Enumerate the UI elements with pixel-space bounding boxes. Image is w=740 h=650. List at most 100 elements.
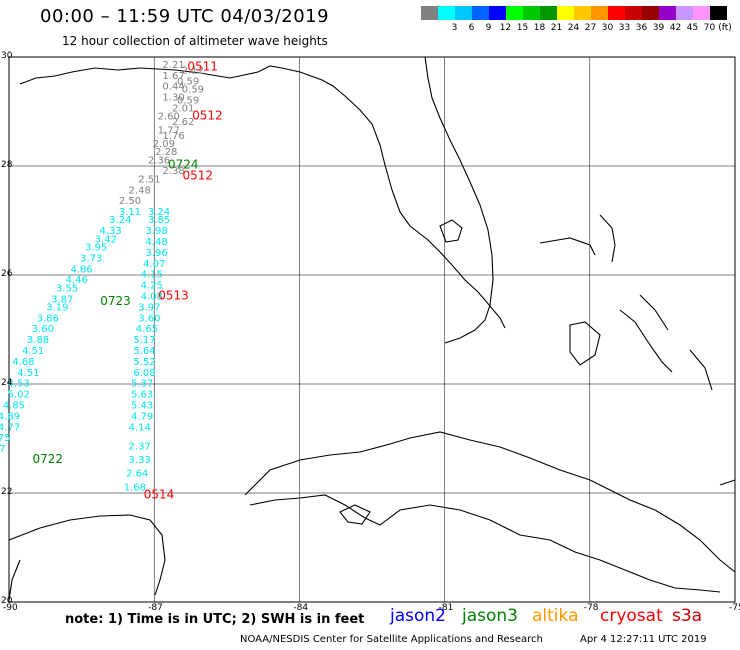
scale-swatch — [455, 6, 472, 20]
wave-height-value: 2.62 — [172, 117, 194, 128]
wave-height-value: 4.51 — [22, 346, 44, 357]
wave-height-value: 1.77 — [158, 125, 180, 136]
wave-height-value: 1.30 — [162, 93, 184, 104]
wave-height-value: 2.37 — [129, 441, 151, 452]
scale-swatch — [608, 6, 625, 20]
wave-height-value: 2.50 — [119, 196, 141, 207]
wave-height-value: 2.36 — [148, 155, 170, 166]
scale-label: 18 — [533, 23, 546, 33]
wave-height-value: 3.85 — [148, 215, 170, 226]
scale-label: 36 — [635, 23, 648, 33]
wave-height-value: 2.60 — [158, 112, 180, 123]
wave-height-value: 5.37 — [131, 379, 153, 390]
wave-height-value: 4.25 — [141, 281, 163, 292]
timestamp-text: Apr 4 12:27:11 UTC 2019 — [580, 634, 707, 645]
scale-swatch — [421, 6, 438, 20]
pass-time-label: 0722 — [32, 452, 63, 466]
wave-height-value: 5.02 — [8, 390, 30, 401]
wave-height-value: 4.65 — [136, 324, 158, 335]
wave-height-value: 0.59 — [182, 84, 204, 95]
scale-swatch — [540, 6, 557, 20]
wave-height-value: 5.63 — [131, 390, 153, 401]
scale-label: 42 — [669, 23, 682, 33]
wave-height-value: 2.64 — [126, 469, 148, 480]
wave-height-value: 4.75 — [0, 433, 10, 444]
scale-label: 15 — [516, 23, 529, 33]
scale-swatch — [676, 6, 693, 20]
wave-height-value: 4.77 — [0, 444, 6, 455]
scale-unit: (ft) — [718, 23, 732, 33]
wave-height-value: 4.51 — [17, 368, 39, 379]
pass-time-label: 0724 — [168, 158, 199, 172]
credit-text: NOAA/NESDIS Center for Satellite Applica… — [240, 634, 543, 645]
scale-swatch — [523, 6, 540, 20]
coast-cuba-north — [244, 431, 736, 573]
wave-height-value: 3.24 — [148, 207, 170, 218]
scale-swatch — [472, 6, 489, 20]
wave-height-value: 4.08 — [141, 292, 163, 303]
wave-height-value: 0.59 — [177, 76, 199, 87]
scale-swatch — [438, 6, 455, 20]
wave-height-value: 2.38 — [162, 166, 184, 177]
pass-time-label: 0514 — [144, 487, 175, 501]
wave-height-value: 3.97 — [138, 302, 160, 313]
wave-height-value: 1.76 — [162, 131, 184, 142]
wave-height-value: 5.17 — [133, 335, 155, 346]
lat-tick-label: 22 — [1, 487, 13, 497]
scale-swatch — [625, 6, 642, 20]
lat-tick-label: 26 — [1, 269, 13, 279]
wave-height-value: 2.48 — [129, 185, 151, 196]
scale-label: 12 — [499, 23, 512, 33]
lake-okeechobee — [439, 219, 463, 243]
coastlines — [8, 56, 736, 601]
legend-jason2: jason2 — [390, 606, 446, 626]
track-layer: 2.212.121.670.590.440.591.300.592.012.60… — [0, 60, 223, 502]
pass-time-label: 0723 — [100, 294, 131, 308]
wave-height-value: 3.33 — [129, 455, 151, 466]
wave-height-value: 4.14 — [129, 422, 151, 433]
lat-tick-label: 28 — [1, 160, 13, 170]
scale-swatch — [642, 6, 659, 20]
isla-juventud — [339, 504, 371, 525]
pass-time-label: 0513 — [158, 289, 189, 303]
wave-height-value: 0.44 — [162, 82, 184, 93]
wave-height-value: 4.46 — [66, 275, 88, 286]
wave-height-value: 2.51 — [138, 174, 160, 185]
bahamas-abaco — [599, 214, 616, 263]
wave-height-value: 3.55 — [56, 283, 78, 294]
lon-tick-label: -78 — [583, 603, 599, 613]
legend-altika: altika — [532, 606, 579, 626]
wave-height-value: 3.88 — [27, 335, 49, 346]
wave-height-value: 4.77 — [0, 422, 20, 433]
scale-label: 39 — [652, 23, 665, 33]
lon-tick-label: -87 — [148, 603, 163, 613]
pass-time-label: 0512 — [192, 109, 223, 123]
lon-tick-label: -81 — [438, 603, 454, 613]
coast-mexico-nw — [8, 559, 21, 601]
wave-height-value: 2.01 — [172, 104, 194, 115]
wave-height-value: 2.09 — [153, 139, 175, 150]
lat-tick-label: 30 — [1, 51, 13, 61]
wave-height-value: 2.21 — [162, 60, 184, 71]
wave-height-value: 3.87 — [51, 294, 73, 305]
wave-height-value: 3.96 — [145, 248, 167, 259]
coast-far-east — [719, 479, 736, 486]
coast-gulf-north — [19, 65, 506, 329]
wave-height-value: 5.43 — [131, 401, 153, 412]
scale-swatch — [591, 6, 608, 20]
wave-height-value: 3.86 — [37, 313, 59, 324]
wave-height-value: 4.79 — [131, 411, 153, 422]
lat-lon-grid — [9, 57, 735, 602]
bahamas-cat — [689, 349, 713, 391]
legend-s3a: s3a — [672, 606, 703, 626]
lon-tick-label: -90 — [3, 603, 18, 613]
color-scale: 3 6 9 12 15 18 21 24 27 30 33 36 39 42 45 70 (ft) — [421, 6, 732, 36]
wave-height-value: 4.86 — [70, 264, 92, 275]
legend-cryosat: cryosat — [600, 606, 663, 626]
lon-tick-label: -84 — [293, 603, 309, 613]
scale-label: 30 — [601, 23, 614, 33]
coast-florida-east — [424, 56, 494, 344]
scale-swatch — [693, 6, 710, 20]
wave-height-value: 4.33 — [100, 226, 122, 237]
bahamas-grand — [539, 237, 596, 256]
